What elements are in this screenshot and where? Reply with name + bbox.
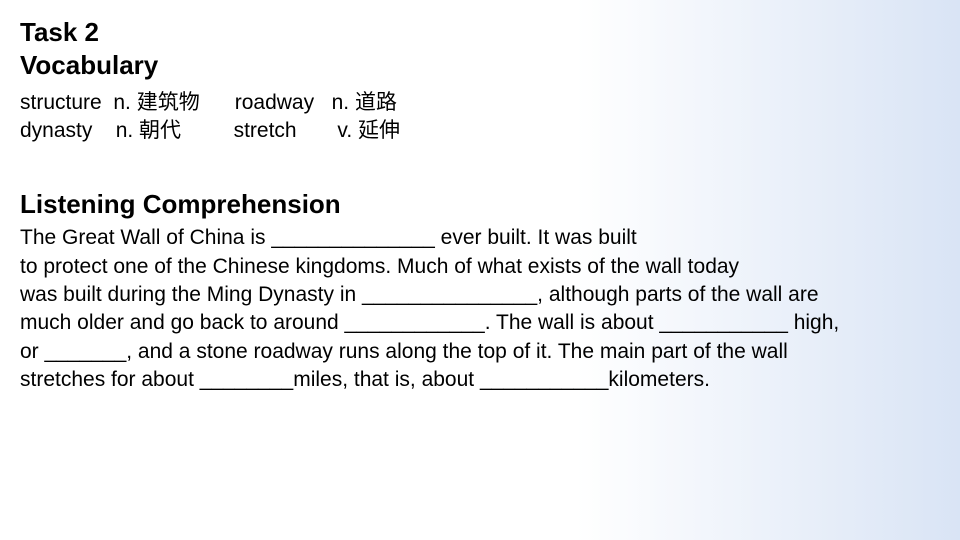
vocab-row-2: dynasty n. 朝代 stretch v. 延伸 [20,117,940,145]
passage-line-6: stretches for about ________miles, that … [20,366,940,394]
task-title-line2: Vocabulary [20,49,940,82]
passage-line-3: was built during the Ming Dynasty in ___… [20,281,940,309]
listening-title: Listening Comprehension [20,188,940,221]
passage-line-1: The Great Wall of China is _____________… [20,224,940,252]
passage-line-4: much older and go back to around _______… [20,309,940,337]
task-title-line1: Task 2 [20,16,940,49]
passage-line-2: to protect one of the Chinese kingdoms. … [20,253,940,281]
passage-line-5: or _______, and a stone roadway runs alo… [20,338,940,366]
listening-passage: The Great Wall of China is _____________… [20,224,940,394]
vocabulary-list: structure n. 建筑物 roadway n. 道路 dynasty n… [20,89,940,146]
vocab-row-1: structure n. 建筑物 roadway n. 道路 [20,89,940,117]
